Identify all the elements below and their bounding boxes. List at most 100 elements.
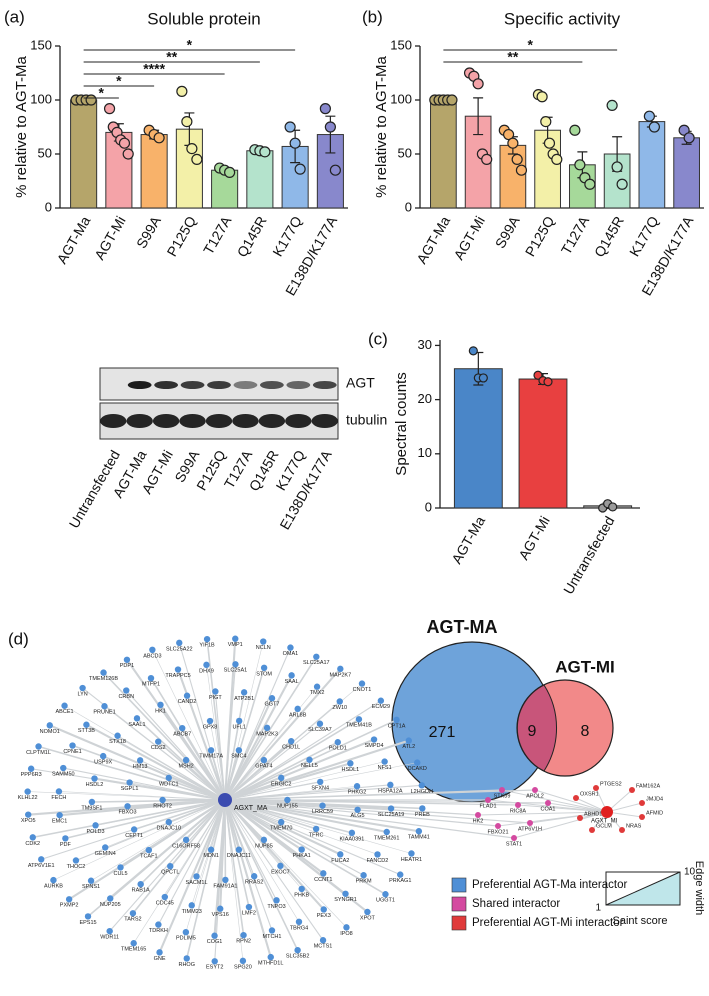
ma-node bbox=[319, 802, 326, 809]
node-label: SLC35B2 bbox=[286, 954, 310, 960]
ma-node bbox=[334, 739, 341, 746]
data-point bbox=[472, 78, 484, 90]
edge bbox=[477, 811, 608, 816]
ma-node bbox=[267, 953, 274, 961]
node-label: POLD3 bbox=[87, 829, 105, 835]
ma-node bbox=[358, 680, 366, 687]
edge bbox=[136, 717, 226, 801]
y-tick-label: 150 bbox=[390, 37, 412, 52]
data-point bbox=[284, 121, 296, 133]
node-label: TIMM17A bbox=[199, 754, 223, 760]
mi-node bbox=[639, 800, 645, 806]
node-label: TBRG4 bbox=[290, 925, 308, 931]
significance-label: * bbox=[187, 37, 193, 53]
edge-scale-label: Saint score bbox=[612, 915, 667, 927]
node-label: NRAS bbox=[626, 823, 642, 829]
node-label: SACM1L bbox=[186, 880, 208, 886]
node-label: YIF1B bbox=[199, 643, 215, 649]
node-label: XPOT bbox=[360, 915, 376, 921]
ma-node bbox=[193, 873, 200, 880]
ma-node bbox=[46, 722, 53, 729]
node-label: ATP2B1 bbox=[234, 696, 254, 702]
edge bbox=[150, 677, 226, 801]
ma-node bbox=[145, 846, 153, 854]
ma-node bbox=[165, 774, 172, 782]
ma-node bbox=[126, 779, 133, 786]
data-point bbox=[543, 377, 553, 387]
ma-node bbox=[35, 743, 42, 750]
edges bbox=[27, 638, 643, 962]
node-label: TMEM261 bbox=[374, 835, 399, 841]
y-tick-label: 20 bbox=[418, 391, 432, 406]
node-label: SYNGR1 bbox=[334, 897, 357, 903]
venn-overlap bbox=[516, 684, 557, 772]
data-point bbox=[153, 132, 165, 144]
edge bbox=[224, 692, 245, 801]
ma-node bbox=[319, 937, 327, 944]
edge bbox=[53, 799, 226, 881]
ma-node bbox=[62, 835, 69, 842]
blot-band bbox=[152, 414, 180, 428]
ma-node bbox=[92, 822, 99, 829]
ma-node bbox=[313, 653, 320, 660]
data-point bbox=[259, 146, 271, 158]
node-label: HM13 bbox=[133, 764, 148, 770]
ma-node bbox=[250, 873, 258, 880]
edge bbox=[224, 789, 536, 801]
node-label: NCLN bbox=[256, 645, 271, 651]
ma-node bbox=[136, 757, 144, 764]
node-label: GGT7 bbox=[265, 702, 280, 708]
node-label: SAAL bbox=[285, 679, 299, 685]
data-point bbox=[608, 502, 618, 512]
node-label: ABCE1 bbox=[56, 709, 74, 715]
node-label: NUP85 bbox=[255, 843, 273, 849]
edge bbox=[224, 799, 325, 911]
ma-node bbox=[159, 796, 166, 804]
legend-label: Preferential AGT-Mi interactor bbox=[472, 917, 624, 929]
x-tick-label: T127A bbox=[558, 213, 593, 257]
node-label: POLD1 bbox=[329, 746, 347, 752]
node-label: LYN bbox=[77, 691, 87, 697]
node-label: THOC2 bbox=[67, 864, 86, 870]
node-label: FANCD2 bbox=[367, 858, 389, 864]
ma-node bbox=[316, 720, 324, 727]
y-tick-label: 50 bbox=[398, 145, 412, 160]
ma-node bbox=[79, 684, 86, 692]
x-tick-label: AGT-Ma bbox=[448, 513, 488, 566]
node-label: NUP205 bbox=[100, 902, 121, 908]
node-label: FUCA2 bbox=[331, 858, 349, 864]
node-label: NELL5 bbox=[301, 763, 318, 769]
ma-node bbox=[88, 798, 96, 806]
y-tick-label: 100 bbox=[390, 91, 412, 106]
edge bbox=[178, 642, 226, 801]
ma-node bbox=[287, 644, 294, 651]
data-point bbox=[584, 178, 596, 190]
x-tick-label: T127A bbox=[200, 213, 235, 257]
edge bbox=[606, 802, 643, 813]
node-label: MDN1 bbox=[203, 853, 219, 859]
node-label: RPN2 bbox=[236, 939, 251, 945]
band-label: AGT bbox=[346, 375, 375, 391]
node-label: KIAA0391 bbox=[340, 836, 365, 842]
ma-node bbox=[124, 803, 131, 810]
node-label: IPO8 bbox=[340, 931, 353, 937]
node-label: TARS2 bbox=[124, 917, 141, 923]
data-point bbox=[507, 137, 519, 149]
ma-node bbox=[50, 876, 57, 884]
ma-node bbox=[284, 796, 291, 804]
node-label: ABHD14B bbox=[584, 811, 609, 817]
data-point bbox=[118, 137, 131, 149]
ma-node bbox=[211, 958, 218, 965]
node-label: PRKM bbox=[356, 879, 372, 885]
node-label: OXSR1 bbox=[580, 791, 599, 797]
ma-node bbox=[294, 705, 301, 713]
edge bbox=[224, 798, 420, 833]
node-label: FLAD1 bbox=[479, 803, 496, 809]
ma-node bbox=[374, 851, 381, 858]
edge bbox=[49, 724, 226, 801]
data-point bbox=[643, 110, 655, 122]
node-label: KLHL22 bbox=[18, 795, 38, 801]
edge bbox=[64, 705, 226, 801]
shared-node bbox=[499, 787, 505, 793]
